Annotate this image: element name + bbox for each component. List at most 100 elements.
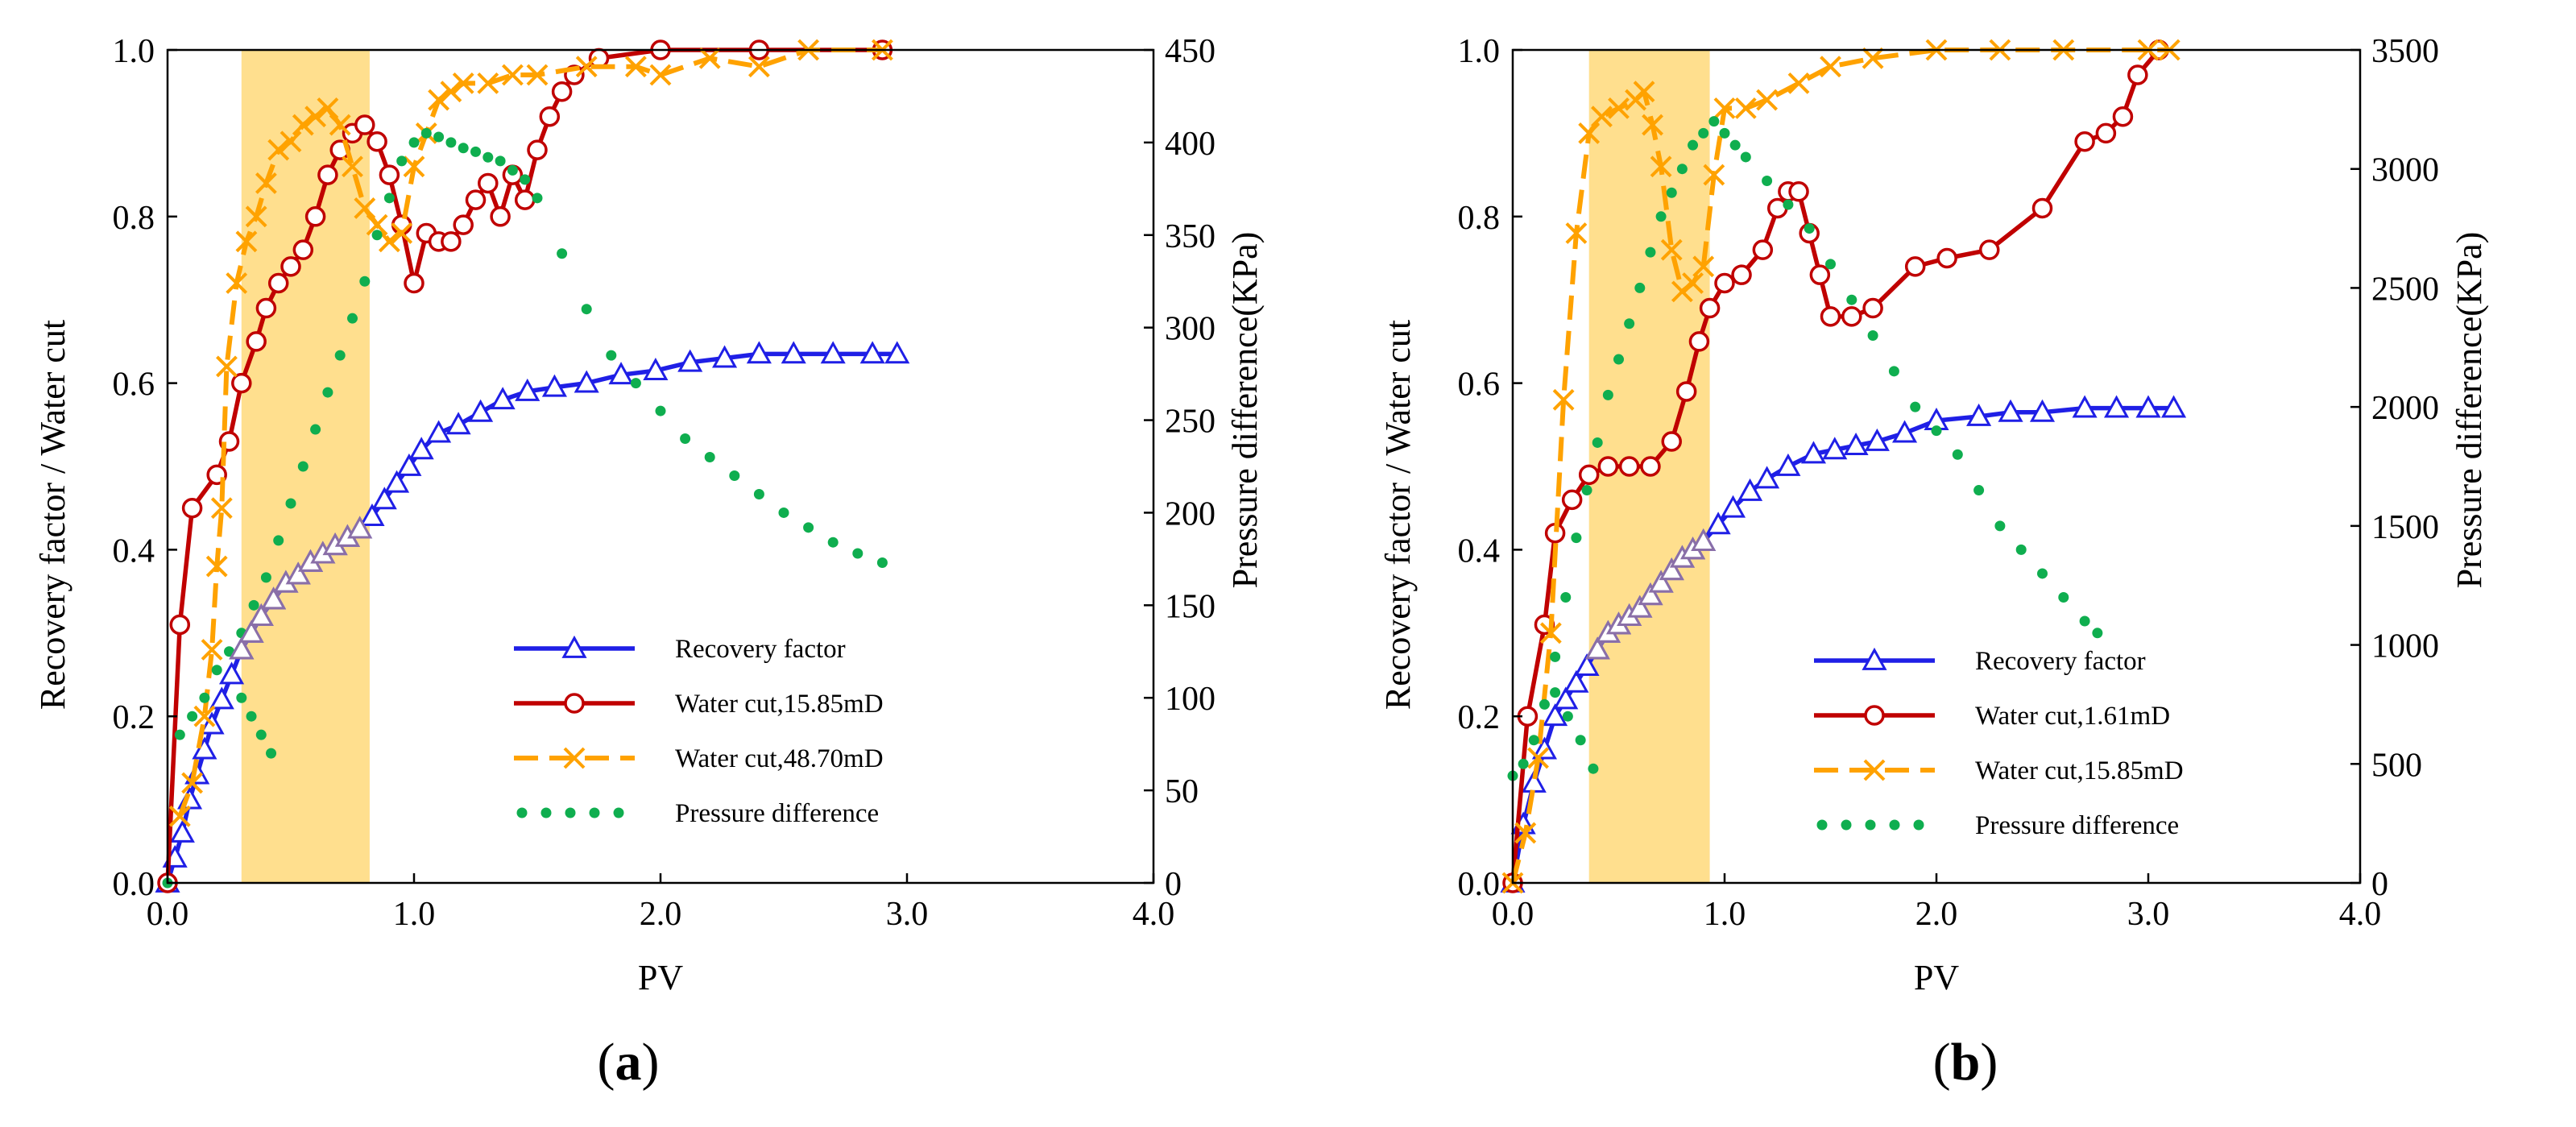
- x-axis-label: PV: [1914, 958, 1959, 997]
- overlay-point: [1648, 570, 1674, 593]
- y2-tick-label: 0: [2371, 866, 2388, 903]
- data-point-dot: [1804, 223, 1815, 234]
- legend-label: Pressure difference: [1975, 811, 2179, 840]
- data-point-triangle: [2072, 395, 2098, 418]
- data-point-circle: [354, 114, 375, 135]
- data-point-cross: [1787, 72, 1810, 94]
- data-point-circle: [255, 297, 277, 319]
- data-point-triangle: [1775, 453, 1801, 476]
- data-point-dot: [1846, 294, 1857, 305]
- data-point-cross: [1713, 97, 1736, 119]
- data-point-dot: [255, 729, 267, 740]
- data-point-triangle: [192, 736, 217, 760]
- caption-close-paren: ): [642, 1033, 660, 1092]
- panel-caption: (a): [598, 1033, 660, 1092]
- data-point-dot: [322, 387, 333, 398]
- data-point-dot: [260, 572, 271, 583]
- x-tick-label: 3.0: [886, 896, 929, 933]
- data-point-dot: [729, 470, 740, 481]
- data-point-circle: [1864, 705, 1885, 726]
- overlay-point: [229, 636, 255, 660]
- data-point-cross: [280, 131, 302, 153]
- data-point-dot: [297, 461, 309, 472]
- data-point-cross: [342, 155, 363, 178]
- data-point-cross: [1756, 89, 1779, 111]
- data-point-triangle: [396, 453, 422, 476]
- data-point-triangle: [515, 378, 540, 401]
- data-point-dot: [680, 433, 691, 445]
- data-point-cross: [1862, 47, 1884, 69]
- y-tick-label: 0.4: [113, 532, 155, 570]
- data-point-circle: [181, 497, 203, 519]
- data-point-cross: [1633, 81, 1655, 103]
- y-tick-label: 0.8: [113, 200, 155, 237]
- data-point-cross: [1734, 97, 1757, 119]
- series-pressure-difference-early-: [236, 692, 277, 759]
- data-point-dot: [1539, 698, 1550, 710]
- data-point-dot: [310, 424, 321, 435]
- data-point-dot: [852, 548, 863, 559]
- data-point-triangle: [574, 370, 599, 393]
- data-point-dot: [1613, 354, 1624, 365]
- recovery-overlay-in-band: [229, 516, 373, 660]
- data-point-circle: [2031, 197, 2053, 219]
- data-point-cross: [255, 172, 277, 194]
- data-point-cross: [1820, 56, 1841, 78]
- data-point-circle: [1788, 181, 1809, 202]
- data-point-circle: [404, 272, 425, 294]
- legend-dot: [540, 807, 552, 818]
- series-pressure-difference-early-: [1550, 687, 1599, 774]
- legend-label: Recovery factor: [675, 635, 846, 664]
- overlay-point: [261, 586, 287, 610]
- data-point-dot: [876, 557, 888, 568]
- data-point-dot: [246, 711, 257, 722]
- data-point-cross: [292, 114, 314, 136]
- caption-open-paren: (: [1933, 1033, 1951, 1092]
- legend-item: Pressure difference: [516, 799, 879, 828]
- data-point-dot: [1698, 127, 1709, 139]
- y-axis-label: Recovery factor / Water cut: [33, 320, 72, 710]
- data-point-cross: [575, 56, 598, 78]
- data-point-triangle: [541, 374, 567, 397]
- data-point-cross: [698, 47, 721, 69]
- data-point-dot: [1560, 591, 1572, 603]
- data-point-triangle: [1966, 403, 1992, 426]
- data-point-dot: [199, 692, 210, 703]
- overlay-point: [347, 516, 373, 539]
- x-axis-label: PV: [638, 958, 683, 997]
- data-point-cross: [440, 81, 462, 103]
- data-point-dot: [211, 665, 222, 676]
- data-point-dot: [420, 127, 432, 139]
- data-point-dot: [1518, 758, 1529, 769]
- data-point-cross: [235, 230, 258, 253]
- data-point-cross: [748, 56, 770, 78]
- data-point-triangle: [468, 399, 494, 422]
- data-point-circle: [169, 614, 191, 636]
- y2-tick-label: 450: [1165, 33, 1216, 70]
- data-point-cross: [267, 139, 290, 161]
- data-point-dot: [1973, 485, 1985, 496]
- data-point-triangle: [445, 412, 471, 435]
- data-point-cross: [304, 106, 327, 128]
- data-point-dot: [1624, 318, 1635, 329]
- legend-dot: [1889, 819, 1900, 831]
- data-point-circle: [1597, 456, 1619, 477]
- data-point-dot: [1592, 437, 1603, 448]
- caption-letter: b: [1951, 1033, 1981, 1092]
- data-point-cross: [428, 89, 450, 111]
- legend-item: Water cut,48.70mD: [514, 744, 884, 773]
- data-point-circle: [317, 164, 338, 185]
- data-point-triangle: [1737, 478, 1763, 501]
- data-point-circle: [551, 81, 573, 102]
- series-water-cut-1-61md: [1502, 39, 2169, 893]
- y2-tick-label: 300: [1165, 311, 1216, 348]
- legend-dot: [516, 807, 528, 818]
- data-point-dot: [778, 507, 789, 518]
- data-point-dot: [495, 155, 506, 167]
- x-tick-label: 4.0: [2339, 896, 2382, 933]
- data-point-cross: [201, 639, 223, 661]
- legend-item: Recovery factor: [514, 635, 846, 664]
- data-point-cross: [1703, 164, 1725, 186]
- data-point-cross: [1539, 622, 1562, 644]
- data-point-cross: [1863, 759, 1886, 781]
